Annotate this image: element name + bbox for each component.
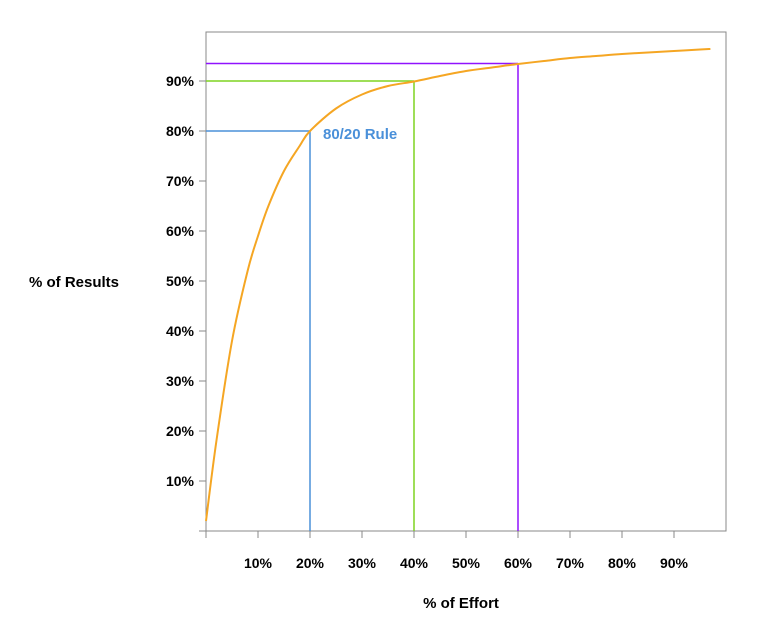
- x-tick-label: 30%: [348, 555, 377, 571]
- y-tick-label: 80%: [166, 123, 195, 139]
- x-axis-label: % of Effort: [423, 595, 499, 612]
- y-axis-label: % of Results: [29, 274, 119, 291]
- x-tick-label: 90%: [660, 555, 689, 571]
- x-tick-label: 70%: [556, 555, 585, 571]
- x-tick-label: 20%: [296, 555, 325, 571]
- y-tick-label: 90%: [166, 73, 195, 89]
- annotations: 80/20 Rule: [323, 126, 397, 143]
- y-tick-label: 70%: [166, 173, 195, 189]
- rule-annotation: 80/20 Rule: [323, 126, 397, 143]
- x-tick-label: 50%: [452, 555, 481, 571]
- y-tick-label: 30%: [166, 373, 195, 389]
- y-tick-label: 10%: [166, 473, 195, 489]
- y-axis-ticks: 10% 20% 30% 40% 50% 60% 70% 80% 90%: [166, 73, 206, 532]
- y-tick-label: 60%: [166, 223, 195, 239]
- reference-lines: [206, 62, 519, 531]
- x-tick-label: 10%: [244, 555, 273, 571]
- x-tick-label: 40%: [400, 555, 429, 571]
- y-tick-label: 50%: [166, 273, 195, 289]
- y-tick-label: 20%: [166, 423, 195, 439]
- curve-group: [205, 48, 711, 522]
- x-tick-label: 60%: [504, 555, 533, 571]
- plot-frame: [205, 31, 727, 532]
- y-tick-label: 40%: [166, 323, 195, 339]
- effort-results-curve: [205, 48, 711, 522]
- x-axis-ticks: 10% 20% 30% 40% 50% 60% 70% 80% 90%: [205, 531, 689, 571]
- x-tick-label: 80%: [608, 555, 637, 571]
- plot-frame-group: [205, 31, 727, 532]
